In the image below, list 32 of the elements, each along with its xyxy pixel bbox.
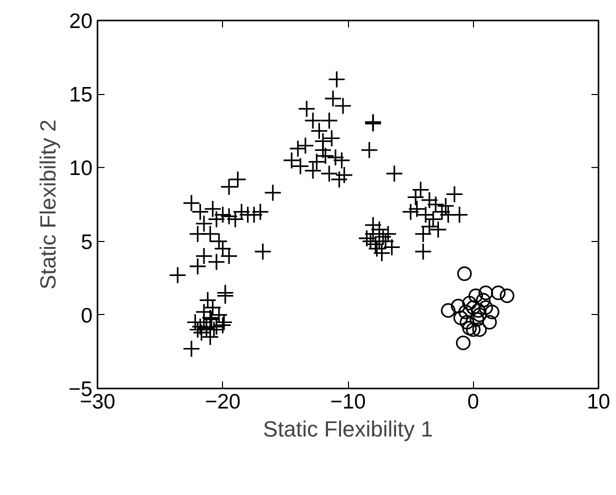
x-tick-label: −20 — [204, 390, 241, 414]
point — [476, 292, 491, 308]
point — [462, 296, 477, 310]
point — [456, 336, 471, 350]
point — [453, 310, 468, 326]
y-tick-label: 20 — [69, 10, 92, 33]
point — [472, 308, 487, 322]
point — [458, 304, 474, 320]
point — [457, 266, 472, 281]
x-tick-label: 10 — [586, 390, 610, 414]
y-axis-title: Static Flexibility 2 — [36, 120, 61, 290]
y-tick-label: 0 — [80, 304, 93, 328]
point — [440, 303, 456, 318]
point — [484, 304, 500, 320]
x-tick-label: −10 — [330, 390, 366, 414]
point — [466, 322, 481, 337]
point — [482, 314, 497, 330]
point — [470, 303, 486, 318]
point — [478, 286, 494, 300]
point — [468, 288, 484, 304]
point — [460, 314, 474, 330]
point — [478, 300, 494, 315]
y-tick-label: 15 — [69, 84, 92, 107]
point — [450, 298, 466, 314]
x-axis-title: Static Flexibility 1 — [263, 416, 433, 442]
point — [491, 286, 506, 300]
y-tick-label: 10 — [69, 157, 92, 180]
point — [500, 288, 514, 304]
point — [462, 320, 477, 336]
point — [472, 322, 487, 337]
x-tick-label: 0 — [467, 390, 480, 414]
y-tick-label: 5 — [80, 230, 93, 254]
